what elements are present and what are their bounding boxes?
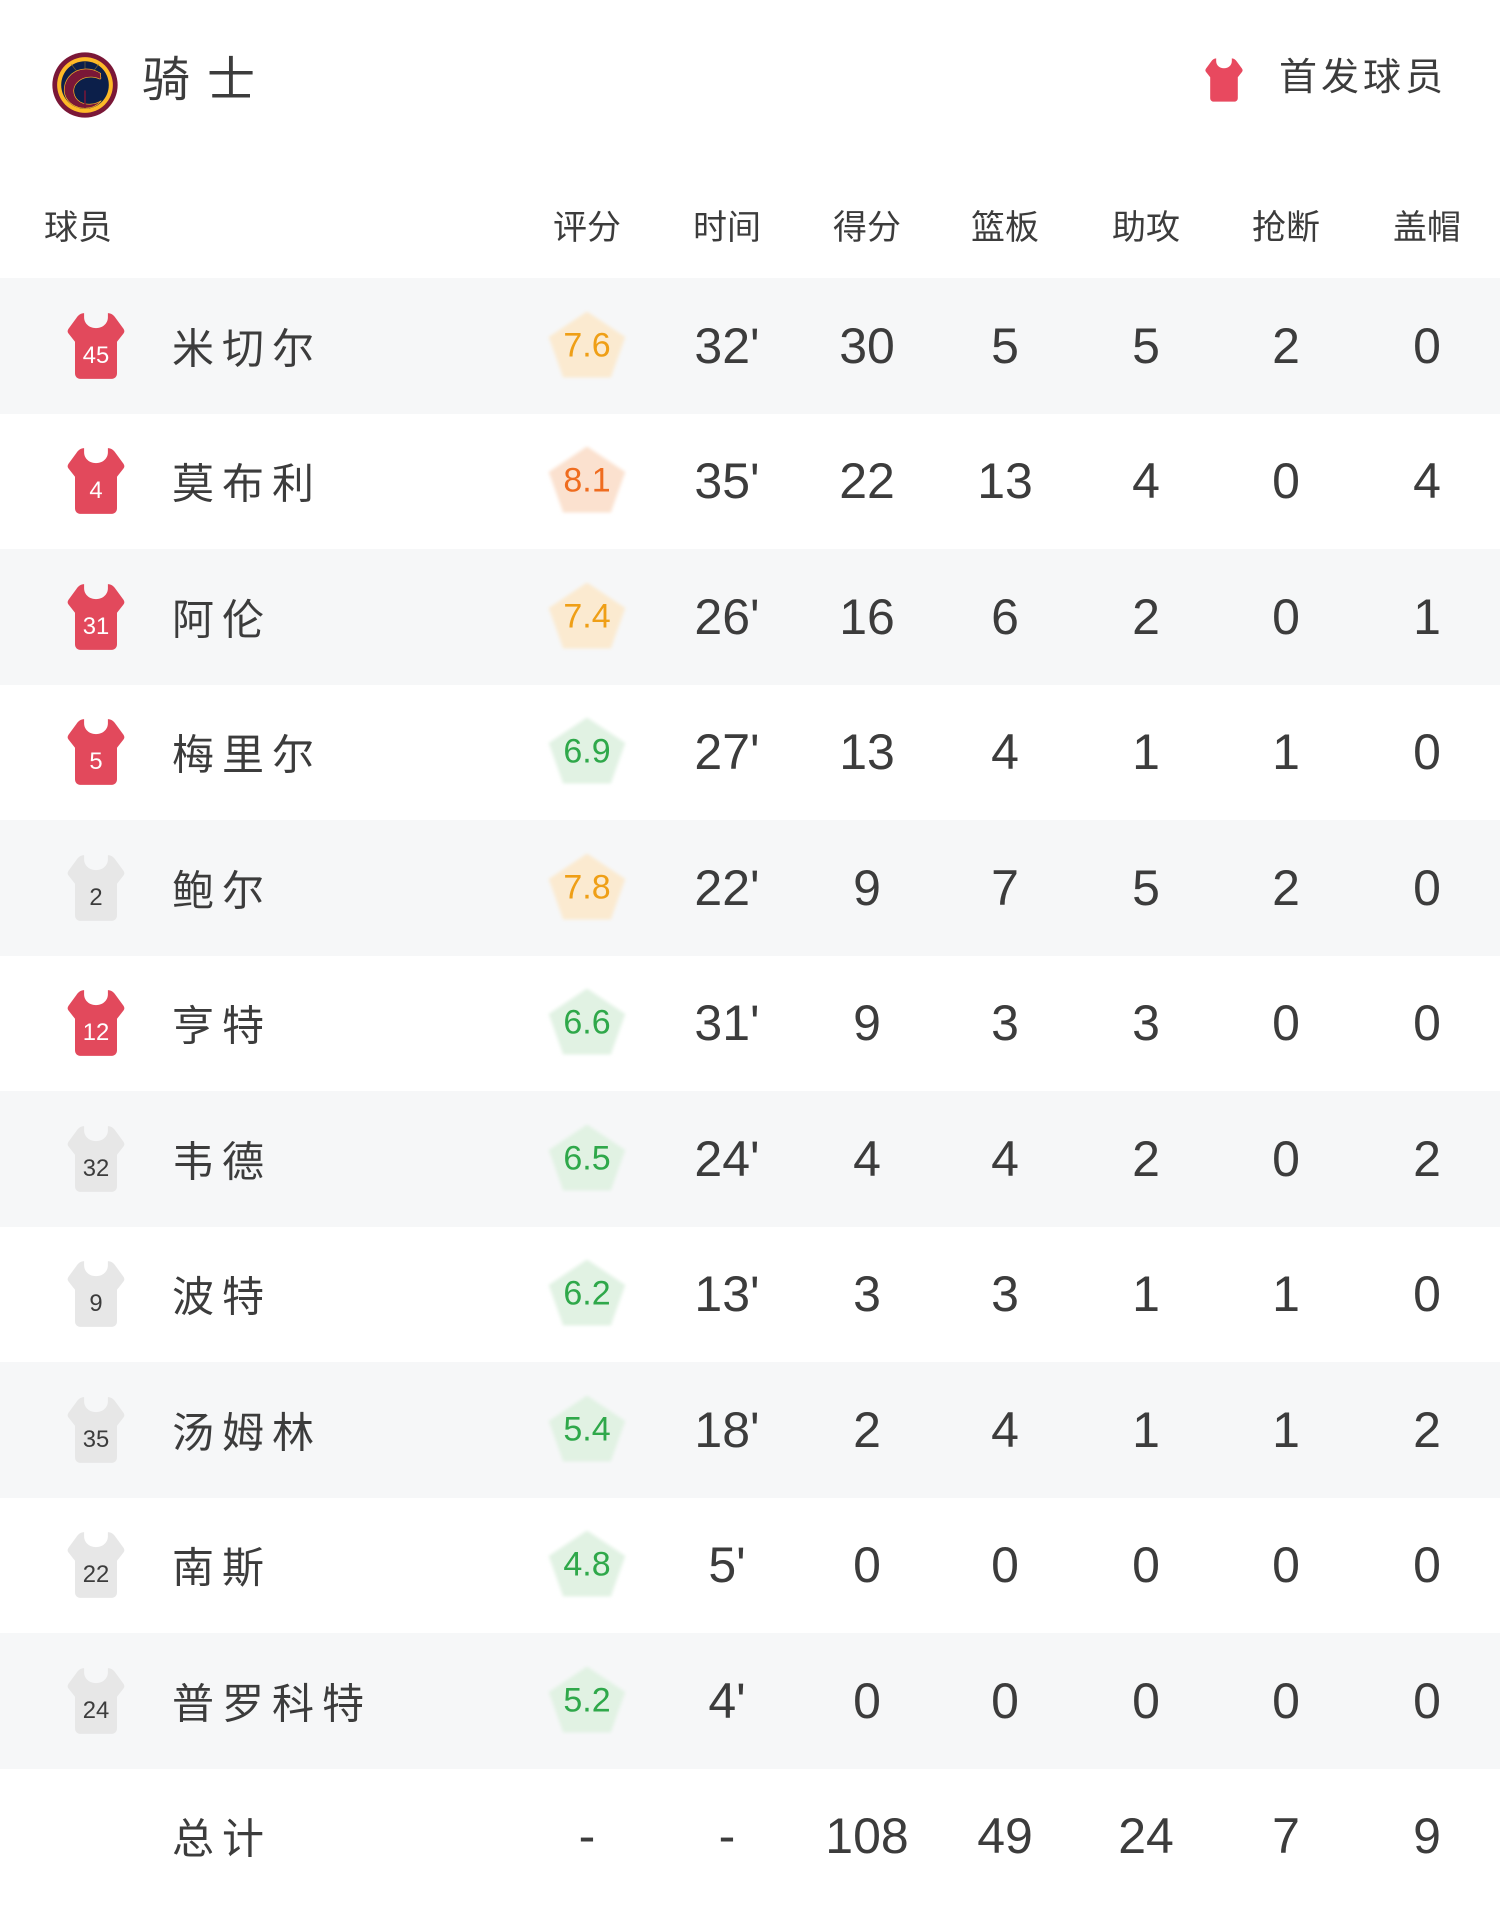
svg-text:35: 35 — [83, 1426, 109, 1453]
svg-text:9: 9 — [89, 1290, 102, 1317]
svg-text:5: 5 — [89, 748, 102, 775]
svg-text:24: 24 — [83, 1697, 109, 1724]
svg-text:45: 45 — [83, 342, 109, 369]
svg-text:2: 2 — [89, 884, 102, 911]
svg-text:32: 32 — [83, 1155, 109, 1182]
svg-text:12: 12 — [83, 1019, 109, 1046]
svg-text:4: 4 — [89, 477, 102, 504]
svg-text:22: 22 — [83, 1561, 109, 1588]
svg-text:31: 31 — [83, 613, 109, 640]
